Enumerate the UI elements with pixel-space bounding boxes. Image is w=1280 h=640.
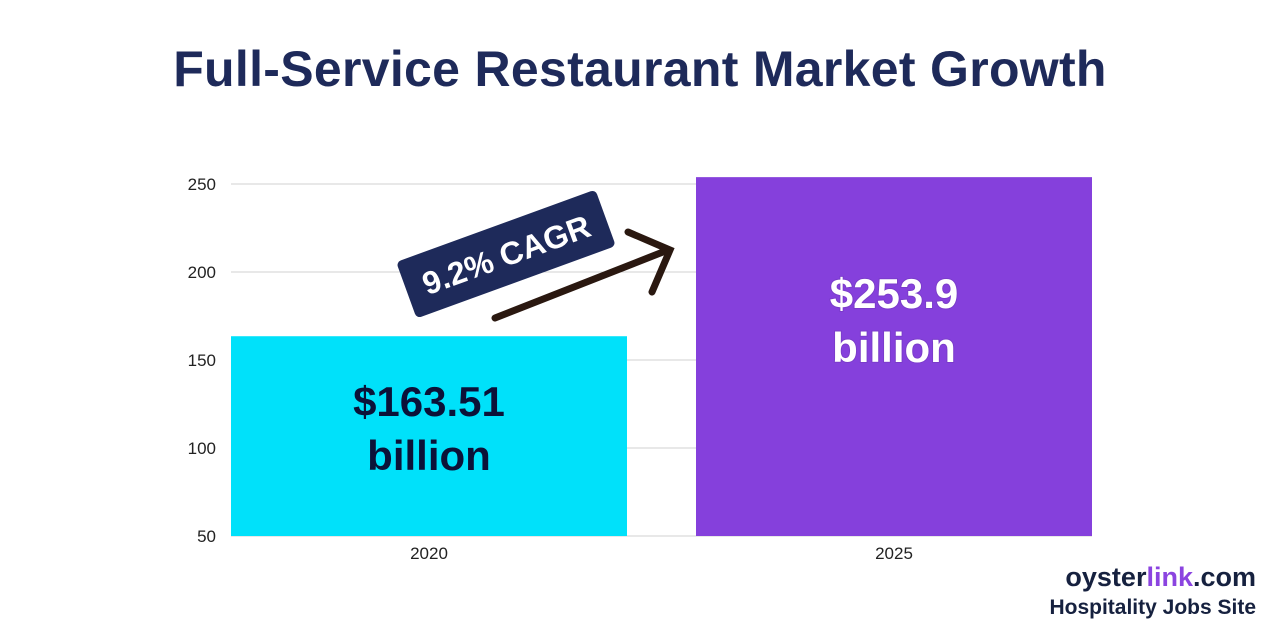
chart-title: Full-Service Restaurant Market Growth [173,41,1107,97]
oysterlink-logo: oysterlink.com Hospitality Jobs Site [1049,562,1256,620]
bar-value-label-2025-line-2: billion [832,324,956,371]
logo-suffix: .com [1192,562,1256,592]
logo-accent: link [1146,562,1193,592]
y-tick-label-250: 250 [188,175,216,194]
bar-value-label-2020-line-2: billion [367,432,491,479]
y-tick-label-150: 150 [188,351,216,370]
y-tick-label-50: 50 [197,527,216,546]
bar-2020 [231,336,627,536]
cagr-annotation: 9.2% CAGR [397,190,615,318]
bar-2025 [696,177,1092,537]
logo-tagline: Hospitality Jobs Site [1049,596,1256,619]
cagr-badge [397,190,615,318]
logo-wordmark: oysterlink.com [1049,562,1256,592]
bar-value-label-2020-line-1: $163.51 [353,378,505,425]
growth-arrow-head [624,228,675,296]
growth-arrow-shaft [491,246,672,322]
y-tick-label-100: 100 [188,439,216,458]
logo-prefix: oyster [1065,562,1147,592]
x-tick-label-2025: 2025 [875,544,913,563]
x-tick-label-2020: 2020 [410,544,448,563]
bar-value-label-2025-line-1: $253.9 [830,270,958,317]
y-tick-label-200: 200 [188,263,216,282]
